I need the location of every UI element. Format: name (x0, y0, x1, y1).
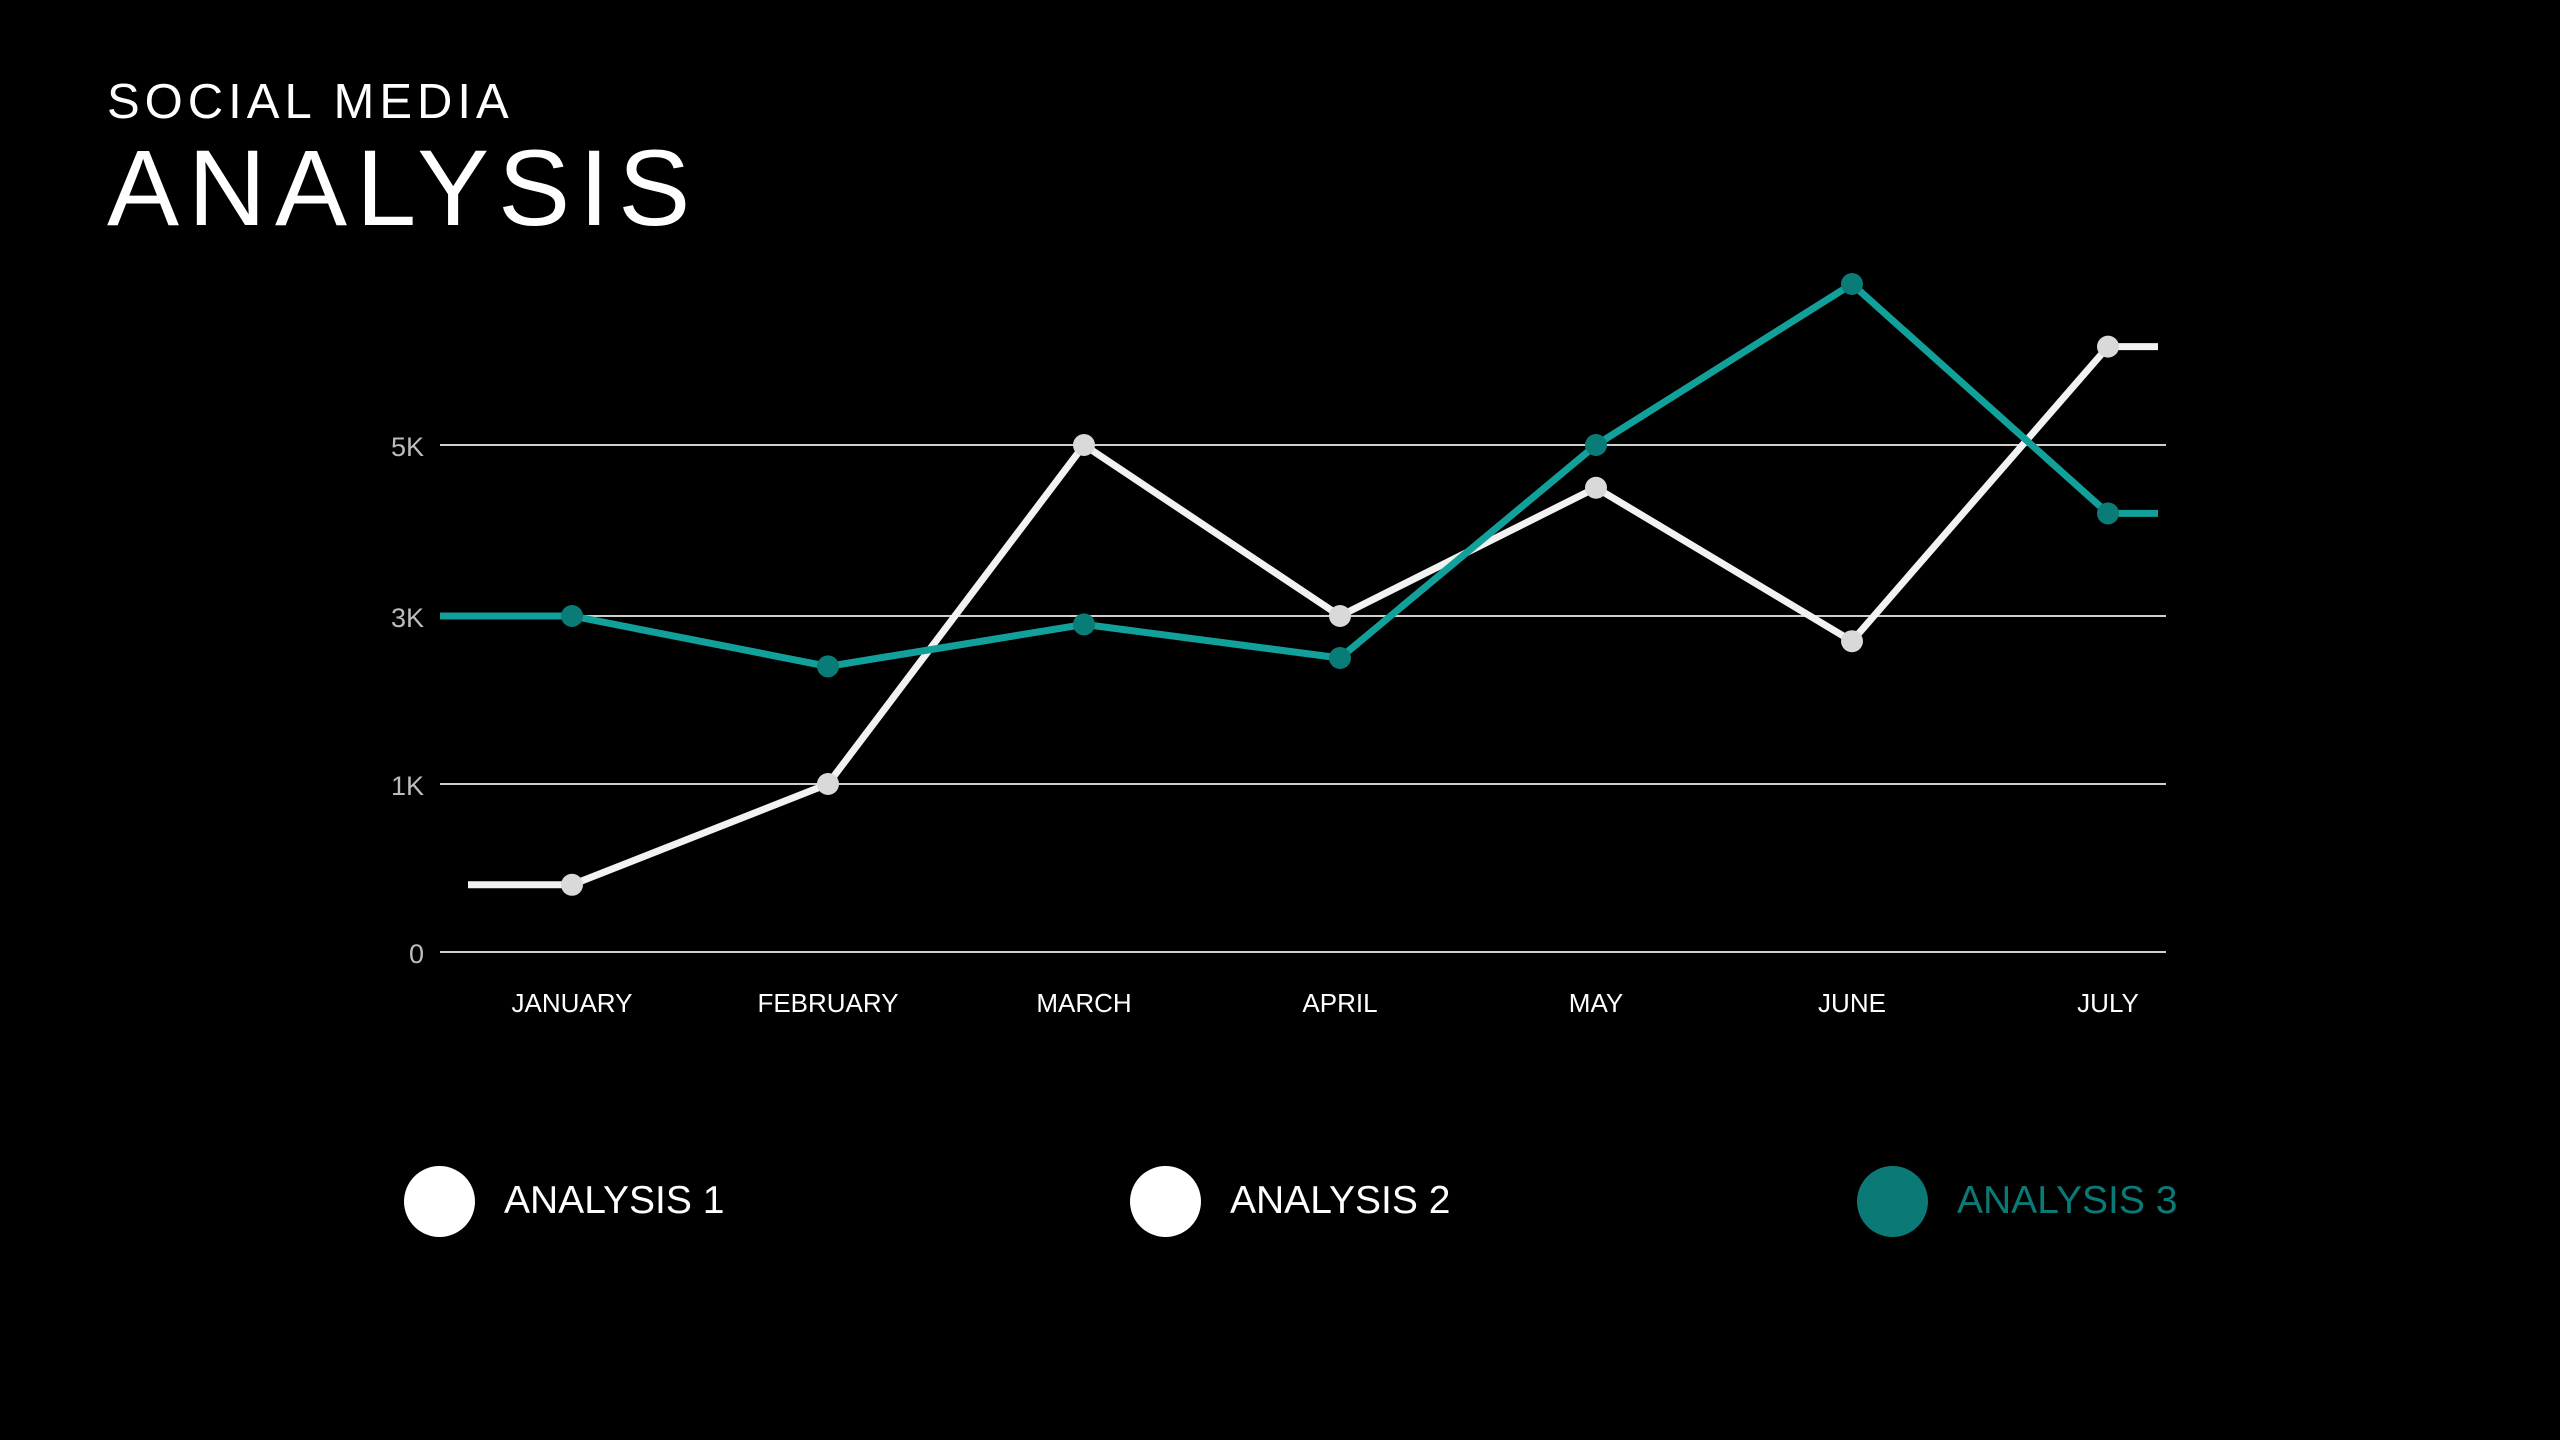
data-point-analysis-3-january (561, 605, 583, 627)
chart-subtitle: SOCIAL MEDIA (107, 75, 514, 129)
title-block: SOCIAL MEDIA ANALYSIS (107, 72, 699, 244)
grid-layer (440, 444, 2166, 953)
data-point-analysis-3-april (1329, 647, 1351, 669)
data-point-analysis-3-february (817, 655, 839, 678)
series-line-analysis-3 (440, 280, 2158, 670)
legend-item-analysis-1: ANALYSIS 1 (404, 1164, 724, 1238)
legend-label-analysis-3: ANALYSIS 3 (1957, 1179, 2178, 1222)
legend-item-analysis-2: ANALYSIS 2 (1130, 1164, 1450, 1238)
x-axis-labels: JANUARY FEBRUARY MARCH APRIL MAY JUNE JULY (512, 988, 2139, 1018)
legend-dot-analysis-2 (1130, 1165, 1201, 1237)
series-layer (440, 273, 2158, 896)
data-point-analysis-3-may (1585, 434, 1607, 456)
legend-label-analysis-1: ANALYSIS 1 (504, 1179, 725, 1222)
data-point-analysis-3-july (2097, 502, 2119, 525)
data-point-analysis-2-march (1073, 434, 1095, 456)
data-point-analysis-3-march (1073, 613, 1095, 636)
data-point-analysis-2-may (1585, 476, 1607, 499)
data-point-analysis-3-june (1841, 273, 1863, 295)
legend-item-analysis-3: ANALYSIS 3 (1857, 1164, 2177, 1238)
data-point-analysis-2-june (1841, 630, 1863, 653)
y-tick-label-1k: 1K (391, 771, 424, 801)
x-tick-label-february: FEBRUARY (757, 988, 898, 1018)
x-tick-label-july: JULY (2077, 988, 2139, 1018)
data-point-analysis-2-january (561, 873, 583, 896)
chart-title: ANALYSIS (107, 127, 700, 248)
data-point-analysis-2-april (1329, 605, 1351, 627)
y-tick-label-5k: 5K (391, 432, 424, 462)
data-point-analysis-2-february (817, 773, 839, 795)
series-analysis-3 (440, 273, 2158, 678)
legend-dot-analysis-3 (1857, 1165, 1928, 1237)
x-tick-label-may: MAY (1569, 988, 1623, 1018)
y-tick-label-0: 0 (409, 939, 424, 969)
y-axis-labels: 0 1K 3K 5K (391, 432, 424, 969)
x-tick-label-january: JANUARY (512, 988, 633, 1018)
x-tick-label-march: MARCH (1036, 988, 1131, 1018)
x-tick-label-april: APRIL (1302, 988, 1377, 1018)
x-tick-label-june: JUNE (1818, 988, 1886, 1018)
series-analysis-2 (468, 335, 2158, 896)
y-tick-label-3k: 3K (391, 603, 424, 633)
data-point-analysis-2-july (2097, 335, 2119, 358)
legend-label-analysis-2: ANALYSIS 2 (1230, 1179, 1451, 1222)
legend-dot-analysis-1 (404, 1165, 475, 1237)
